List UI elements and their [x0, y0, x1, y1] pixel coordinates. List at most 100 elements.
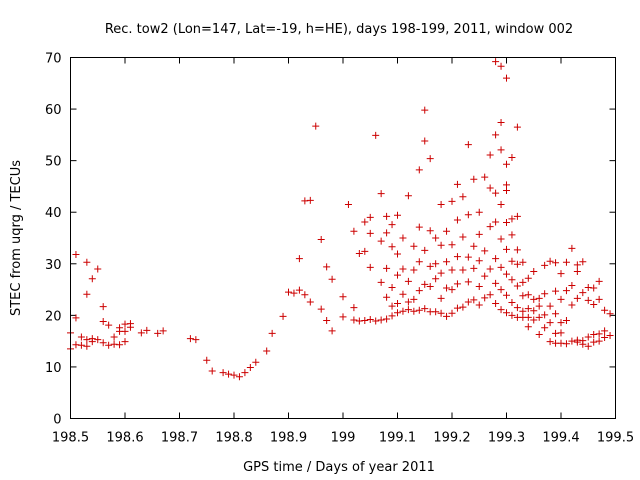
- data-point: [99, 339, 107, 347]
- x-tick-label: 199.1: [379, 431, 416, 446]
- data-point: [421, 305, 429, 313]
- data-point: [568, 281, 576, 289]
- data-point: [568, 337, 576, 345]
- data-point: [562, 317, 570, 325]
- data-point: [601, 327, 609, 335]
- data-point: [154, 329, 162, 337]
- data-point: [99, 303, 107, 311]
- data-point: [524, 305, 532, 313]
- data-point: [437, 309, 445, 317]
- data-point: [432, 234, 440, 242]
- data-point: [388, 221, 396, 229]
- data-point: [432, 308, 440, 316]
- data-point: [83, 290, 91, 298]
- data-point: [508, 257, 516, 265]
- y-tick-label: 10: [45, 361, 62, 376]
- data-point: [464, 278, 472, 286]
- data-point: [121, 338, 129, 346]
- data-point: [475, 208, 483, 216]
- data-point: [470, 264, 478, 272]
- data-point: [268, 329, 276, 337]
- data-point: [312, 122, 320, 130]
- data-point: [557, 339, 565, 347]
- plot-frame: [70, 57, 616, 419]
- data-point: [355, 317, 363, 325]
- data-point: [503, 291, 510, 299]
- data-point: [437, 269, 445, 277]
- data-point: [584, 284, 592, 292]
- data-point: [99, 318, 107, 326]
- y-tick-label: 20: [45, 309, 62, 324]
- data-point: [508, 154, 516, 162]
- data-point: [426, 282, 434, 290]
- data-point: [513, 246, 521, 254]
- data-point: [410, 242, 418, 250]
- data-point: [383, 315, 391, 323]
- data-point: [295, 255, 303, 263]
- data-point: [470, 296, 478, 304]
- data-point: [503, 74, 510, 82]
- data-point: [497, 286, 505, 294]
- x-tick-label: 199.3: [488, 431, 525, 446]
- x-tick-label: 198.7: [161, 431, 198, 446]
- data-point: [459, 233, 467, 241]
- data-point: [513, 282, 521, 290]
- data-point: [448, 286, 456, 294]
- data-point: [306, 298, 314, 306]
- data-point: [410, 307, 418, 315]
- data-point: [541, 311, 549, 319]
- data-point: [415, 166, 423, 174]
- data-point: [383, 264, 391, 272]
- data-point: [508, 215, 516, 223]
- data-point: [601, 334, 609, 342]
- data-point: [421, 246, 429, 254]
- data-point: [399, 234, 407, 242]
- data-point: [394, 250, 401, 258]
- data-point: [110, 333, 118, 341]
- data-point: [448, 241, 456, 249]
- data-point: [323, 263, 331, 271]
- y-axis-label: STEC from uqrg / TECUs: [9, 160, 24, 316]
- data-point: [492, 189, 500, 197]
- data-point: [285, 288, 292, 296]
- data-point: [481, 272, 489, 280]
- data-point: [492, 279, 500, 287]
- x-tick-label: 199.5: [597, 431, 634, 446]
- data-point: [426, 262, 434, 270]
- data-point: [317, 305, 325, 313]
- data-point: [394, 299, 401, 307]
- data-point: [121, 320, 129, 328]
- data-point: [263, 347, 271, 355]
- data-point: [404, 192, 412, 200]
- data-point: [503, 309, 510, 317]
- data-point: [492, 131, 500, 139]
- data-point: [464, 253, 472, 261]
- y-tick-label: 70: [45, 52, 62, 67]
- data-point: [541, 324, 549, 332]
- data-point: [535, 294, 543, 302]
- data-point: [524, 274, 532, 282]
- data-point: [394, 309, 401, 317]
- data-point: [361, 247, 369, 255]
- data-point: [426, 227, 434, 235]
- data-point: [83, 258, 91, 266]
- x-tick-label: 198.6: [106, 431, 143, 446]
- data-point: [535, 313, 543, 321]
- data-point: [513, 123, 521, 131]
- data-point: [388, 243, 396, 251]
- data-point: [590, 330, 598, 338]
- data-point: [552, 287, 560, 295]
- data-point: [241, 369, 249, 377]
- data-point: [388, 302, 396, 310]
- data-point: [481, 247, 489, 255]
- data-point: [453, 304, 461, 312]
- data-point: [143, 326, 151, 334]
- data-point: [246, 363, 254, 371]
- data-point: [508, 311, 516, 319]
- data-point: [519, 292, 527, 300]
- data-point: [486, 291, 494, 299]
- data-point: [524, 323, 532, 331]
- data-point: [595, 330, 603, 338]
- data-point: [203, 356, 211, 364]
